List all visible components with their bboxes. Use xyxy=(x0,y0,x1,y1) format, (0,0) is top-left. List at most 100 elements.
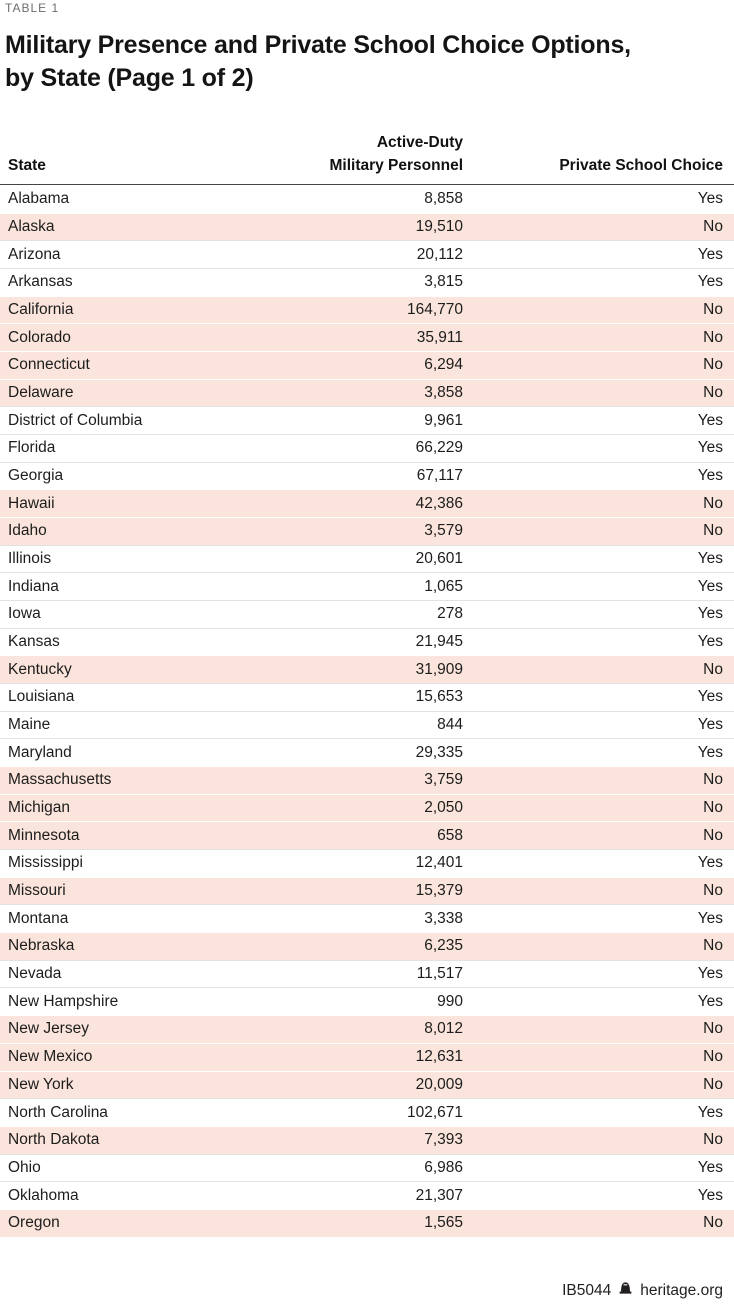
choice-cell: No xyxy=(703,218,723,235)
state-cell: New York xyxy=(8,1075,74,1093)
table-row: New Mexico 12,631 No xyxy=(0,1042,734,1071)
state-cell: Ohio xyxy=(8,1158,41,1176)
state-cell: Michigan xyxy=(8,799,71,817)
document-id: IB5044 xyxy=(562,1281,612,1299)
table-row: Nebraska 6,235 No xyxy=(0,932,734,960)
choice-cell: Yes xyxy=(697,245,723,263)
personnel-cell: 67,117 xyxy=(416,467,463,485)
state-cell: Iowa xyxy=(8,605,41,623)
choice-cell: Yes xyxy=(697,439,723,457)
personnel-cell: 1,565 xyxy=(424,1214,463,1232)
choice-cell: Yes xyxy=(697,716,723,734)
table-row: Illinois 20,601 Yes xyxy=(0,544,734,573)
choice-cell: No xyxy=(703,494,723,512)
personnel-cell: 20,601 xyxy=(415,550,463,568)
table-row: Georgia 67,117 Yes xyxy=(0,461,734,490)
state-cell: Oklahoma xyxy=(8,1186,79,1204)
table-row: Florida 66,229 Yes xyxy=(0,434,734,462)
choice-cell: No xyxy=(703,771,723,789)
personnel-cell: 42,386 xyxy=(415,494,463,512)
table-row: Minnesota 658 No xyxy=(0,821,734,850)
table-row: Delaware 3,858 No xyxy=(0,378,734,407)
page-title-line1: Military Presence and Private School Cho… xyxy=(5,31,631,59)
column-header-personnel: Active-Duty Military Personnel xyxy=(258,131,463,177)
table-row: Connecticut 6,294 No xyxy=(0,351,734,379)
personnel-cell: 31,909 xyxy=(415,660,463,678)
table-row: New York 20,009 No xyxy=(0,1070,734,1099)
state-cell: North Dakota xyxy=(8,1131,100,1149)
table-row: Alaska 19,510 No xyxy=(0,212,734,241)
site-name: heritage.org xyxy=(640,1281,723,1299)
table-body: Alabama 8,858 Yes Alaska 19,510 No Arizo… xyxy=(0,185,734,1237)
choice-cell: No xyxy=(703,1214,723,1232)
state-cell: Kansas xyxy=(8,633,60,651)
choice-cell: Yes xyxy=(697,992,723,1010)
choice-cell: Yes xyxy=(697,909,723,927)
personnel-cell: 6,294 xyxy=(424,356,463,374)
page-title-line2: by State (Page 1 of 2) xyxy=(5,64,254,92)
state-cell: New Jersey xyxy=(8,1020,89,1038)
table-row: Oregon 1,565 No xyxy=(0,1208,734,1237)
personnel-cell: 11,517 xyxy=(416,965,463,983)
choice-cell: Yes xyxy=(697,273,723,291)
table-row: Massachusetts 3,759 No xyxy=(0,766,734,794)
state-cell: Idaho xyxy=(8,522,47,540)
state-cell: Kentucky xyxy=(8,660,72,678)
choice-cell: Yes xyxy=(697,605,723,623)
table-row: Maryland 29,335 Yes xyxy=(0,738,734,767)
state-cell: North Carolina xyxy=(8,1103,108,1121)
table-row: Kentucky 31,909 No xyxy=(0,655,734,684)
choice-cell: Yes xyxy=(697,743,723,761)
table-header-row: State Active-Duty Military Personnel Priv… xyxy=(0,131,734,186)
choice-cell: Yes xyxy=(697,411,723,429)
state-cell: Nebraska xyxy=(8,937,75,955)
table-row: Colorado 35,911 No xyxy=(0,323,734,352)
choice-cell: No xyxy=(703,328,723,346)
state-cell: Alaska xyxy=(8,218,55,235)
table-row: Indiana 1,065 Yes xyxy=(0,572,734,601)
personnel-cell: 15,653 xyxy=(415,688,463,706)
personnel-cell: 2,050 xyxy=(424,799,463,817)
table-row: New Hampshire 990 Yes xyxy=(0,987,734,1016)
state-cell: Delaware xyxy=(8,384,74,402)
table-row: Idaho 3,579 No xyxy=(0,517,734,545)
state-cell: Alabama xyxy=(8,190,70,208)
personnel-cell: 8,858 xyxy=(424,190,463,208)
choice-cell: Yes xyxy=(697,577,723,595)
personnel-cell: 6,235 xyxy=(424,937,463,955)
personnel-cell: 3,338 xyxy=(424,909,463,927)
state-cell: Maryland xyxy=(8,743,72,761)
state-cell: New Mexico xyxy=(8,1048,93,1066)
state-cell: New Hampshire xyxy=(8,992,119,1010)
personnel-cell: 15,379 xyxy=(415,882,463,900)
personnel-cell: 990 xyxy=(437,992,463,1010)
choice-cell: No xyxy=(703,384,723,402)
personnel-cell: 20,009 xyxy=(415,1075,463,1093)
table-row: Iowa 278 Yes xyxy=(0,600,734,628)
liberty-bell-icon xyxy=(618,1281,633,1300)
choice-cell: No xyxy=(703,882,723,900)
personnel-cell: 8,012 xyxy=(424,1020,463,1038)
personnel-cell: 19,510 xyxy=(415,218,463,235)
personnel-cell: 21,945 xyxy=(415,633,463,651)
personnel-cell: 7,393 xyxy=(424,1131,463,1149)
state-cell: Minnesota xyxy=(8,826,80,844)
personnel-cell: 278 xyxy=(437,605,463,623)
state-cell: Georgia xyxy=(8,467,64,485)
state-cell: Arizona xyxy=(8,245,61,263)
table-row: New Jersey 8,012 No xyxy=(0,1015,734,1043)
personnel-cell: 164,770 xyxy=(406,301,463,319)
choice-cell: Yes xyxy=(697,633,723,651)
table-row: Alabama 8,858 Yes xyxy=(0,185,734,213)
table-row: Maine 844 Yes xyxy=(0,710,734,739)
column-header-personnel-line1: Active-Duty xyxy=(376,134,463,151)
personnel-cell: 21,307 xyxy=(415,1186,463,1204)
personnel-cell: 3,815 xyxy=(424,273,463,291)
choice-cell: No xyxy=(703,660,723,678)
choice-cell: Yes xyxy=(697,1186,723,1204)
choice-cell: Yes xyxy=(697,1158,723,1176)
personnel-cell: 3,759 xyxy=(424,771,463,789)
table-row: Oklahoma 21,307 Yes xyxy=(0,1181,734,1209)
personnel-cell: 6,986 xyxy=(424,1158,463,1176)
